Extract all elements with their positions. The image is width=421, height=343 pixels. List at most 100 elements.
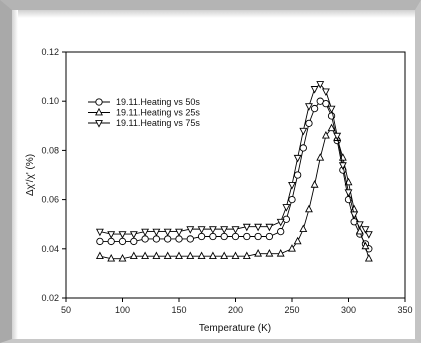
- data-point: [265, 232, 274, 241]
- plot-area: [65, 51, 406, 299]
- data-point: [175, 251, 183, 260]
- y-tick-label: 0.02: [41, 293, 59, 303]
- legend-marker: [95, 120, 103, 128]
- data-point: [316, 153, 325, 161]
- data-point: [197, 226, 206, 234]
- data-point: [197, 251, 206, 260]
- data-point: [364, 231, 373, 239]
- legend-label: 19.11.Heating vs 50s: [116, 97, 200, 107]
- data-point: [361, 241, 370, 250]
- data-point: [163, 228, 172, 237]
- data-point: [242, 251, 251, 260]
- data-point: [265, 223, 274, 232]
- data-point: [293, 236, 302, 245]
- data-point: [254, 232, 262, 241]
- data-point: [276, 249, 285, 257]
- x-tick-label: 250: [284, 305, 299, 315]
- x-axis-label: Temperature (K): [199, 323, 271, 334]
- data-point: [208, 251, 217, 260]
- data-point: [288, 244, 296, 252]
- data-point: [152, 235, 161, 243]
- x-tick-label: 100: [115, 305, 130, 315]
- x-tick-label: 200: [228, 305, 243, 315]
- data-point: [288, 195, 296, 204]
- data-point: [220, 226, 229, 234]
- y-tick-label: 0.08: [41, 145, 59, 155]
- x-tick-label: 300: [341, 305, 356, 315]
- data-point: [333, 132, 342, 141]
- data-point: [118, 231, 127, 239]
- data-point: [355, 221, 364, 229]
- data-point: [277, 227, 285, 236]
- data-point: [208, 226, 217, 234]
- y-tick-label: 0.12: [41, 47, 59, 57]
- data-point: [107, 237, 115, 246]
- data-point: [299, 127, 308, 136]
- data-point: [361, 226, 370, 234]
- x-tick-label: 50: [61, 305, 71, 315]
- data-point: [321, 130, 330, 139]
- data-point: [305, 204, 313, 213]
- data-point: [231, 226, 240, 234]
- y-tick-label: 0.04: [41, 244, 59, 254]
- data-point: [141, 235, 149, 243]
- data-point: [164, 235, 172, 243]
- frame-shadow-top: [12, 10, 415, 18]
- data-point: [265, 249, 274, 257]
- data-point: [95, 228, 104, 237]
- data-point: [118, 253, 127, 262]
- data-point: [350, 211, 359, 220]
- data-point: [130, 237, 138, 246]
- data-point: [96, 237, 104, 246]
- legend-label: 19.11.Heating vs 25s: [116, 108, 200, 118]
- data-point: [310, 86, 319, 94]
- data-point: [163, 251, 172, 260]
- data-point: [299, 144, 307, 152]
- data-point: [355, 226, 364, 235]
- data-point: [141, 228, 150, 237]
- data-point: [107, 231, 116, 239]
- x-tick-label: 150: [171, 305, 186, 315]
- data-point: [186, 251, 195, 260]
- data-point: [220, 251, 229, 260]
- data-point: [299, 224, 308, 232]
- data-point: [186, 235, 194, 243]
- data-point: [282, 204, 291, 212]
- data-point: [364, 253, 373, 262]
- data-point: [305, 103, 313, 111]
- data-point: [95, 251, 104, 260]
- y-tick-label: 0.10: [41, 96, 59, 106]
- legend-marker: [95, 98, 103, 106]
- data-point: [310, 180, 319, 188]
- data-point: [276, 218, 285, 227]
- data-point: [310, 104, 319, 113]
- data-point: [321, 88, 330, 97]
- data-point: [344, 189, 353, 197]
- frame-shadow-left: [12, 10, 18, 339]
- y-axis-label: Δχ'/χ' (%): [25, 154, 36, 196]
- data-point: [118, 237, 127, 246]
- series-3: [95, 81, 373, 239]
- data-point: [338, 162, 347, 170]
- data-point: [327, 123, 336, 132]
- data-point: [129, 251, 138, 260]
- data-point: [186, 226, 195, 234]
- data-point: [197, 232, 206, 241]
- y-tick-label: 0.06: [41, 195, 59, 205]
- data-point: [107, 253, 116, 262]
- data-point: [152, 251, 161, 260]
- data-point: [209, 232, 217, 241]
- data-point: [327, 105, 336, 114]
- data-point: [242, 223, 251, 232]
- data-point: [152, 228, 161, 237]
- x-tick-label: 350: [397, 305, 412, 315]
- data-point: [231, 251, 240, 260]
- data-point: [175, 228, 183, 237]
- data-point: [141, 251, 150, 260]
- data-point: [254, 223, 263, 232]
- data-point: [293, 171, 302, 179]
- data-point: [129, 231, 138, 239]
- data-point: [243, 232, 251, 241]
